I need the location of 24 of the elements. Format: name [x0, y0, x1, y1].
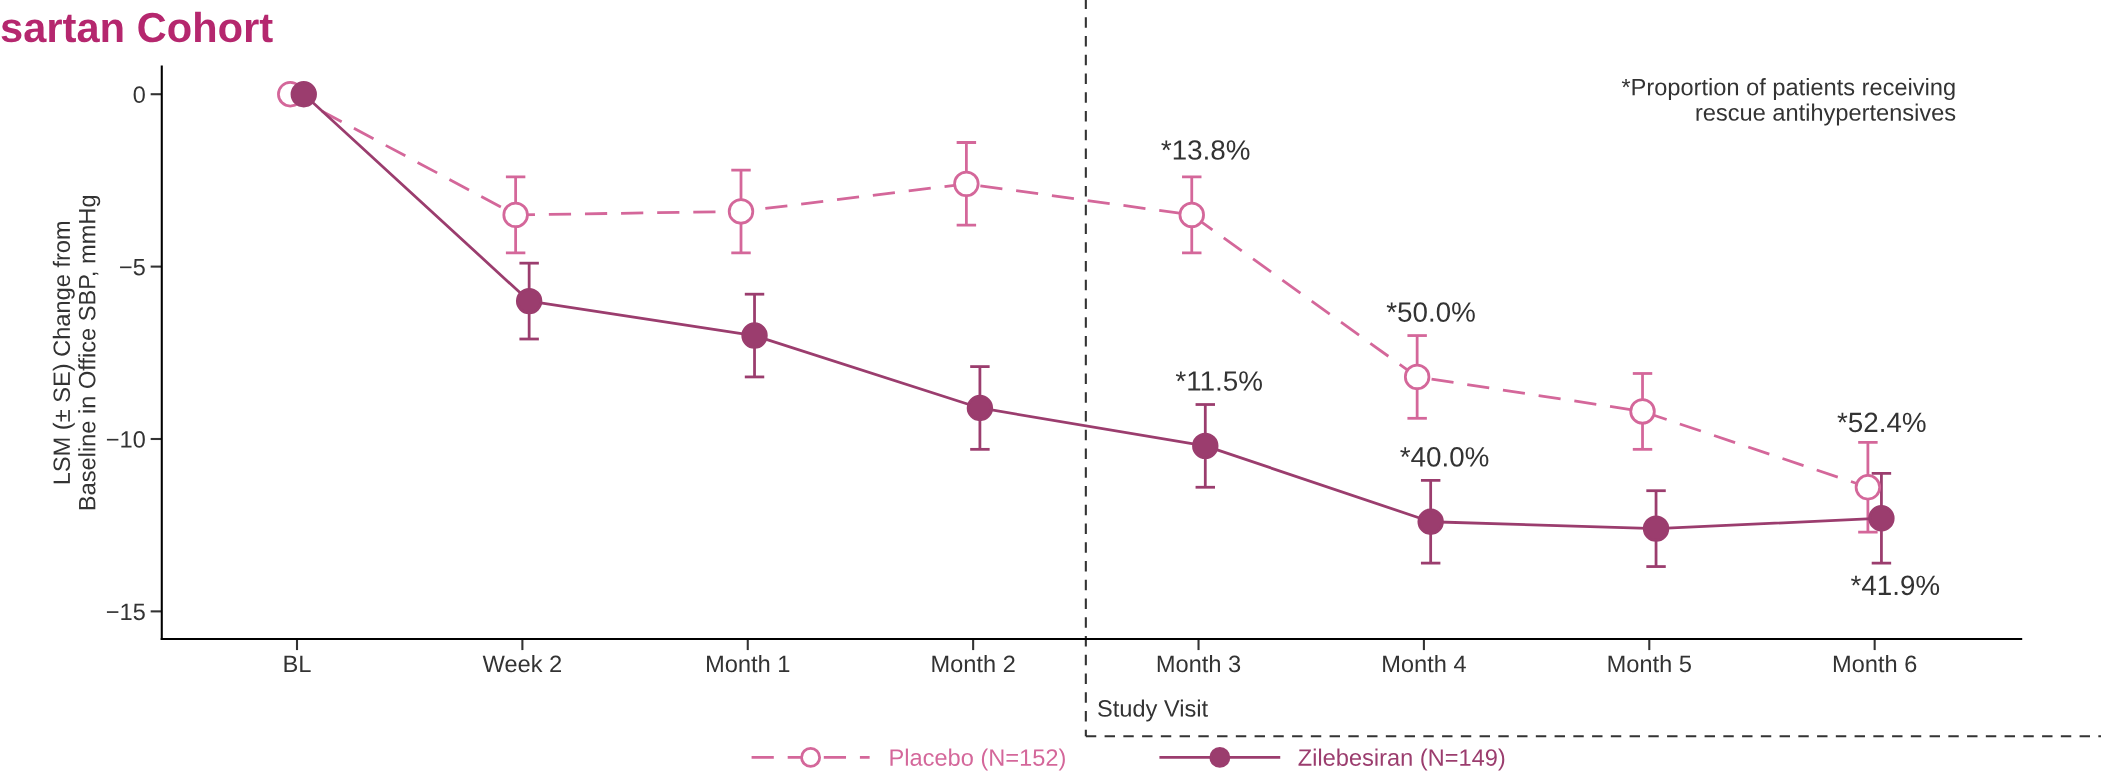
legend-label: Placebo (N=152)	[890, 748, 1065, 771]
annotation: *Proportion of patients receiving rescue antihypertensives	[1621, 78, 1956, 126]
annotation: *13.8%	[1161, 140, 1250, 160]
y-axis-title: LSM (± SE) Change from Baseline in Office SBP, mmHg	[52, 195, 101, 510]
annotation: *50.0%	[1386, 302, 1475, 322]
annotation: *41.9%	[1850, 575, 1940, 596]
x-tick-label: BL	[284, 655, 311, 673]
x-tick-label: Month 5	[1608, 654, 1691, 673]
x-tick-label: Month 3	[1157, 654, 1241, 673]
text: Zilebesiran (N=149)	[1298, 748, 1505, 771]
y-tick-label: −5	[120, 258, 145, 276]
x-tick-label: Month 1	[707, 654, 790, 673]
x-tick-label: Month 2	[932, 654, 1015, 673]
y-tick-label: 0	[133, 86, 145, 104]
x-tick-label: Month 6	[1833, 654, 1917, 673]
y-tick-label: −15	[106, 603, 145, 621]
x-tick-label: Week 2	[482, 654, 562, 673]
annotation: *52.4%	[1837, 412, 1926, 433]
x-tick-label: Month 4	[1383, 654, 1466, 673]
chart-title: sartan Cohort	[1, 11, 273, 43]
annotation: *40.0%	[1400, 447, 1489, 467]
text: Study Visit	[1098, 699, 1208, 722]
annotation: *11.5%	[1175, 371, 1262, 391]
y-tick-label: −10	[106, 431, 145, 448]
